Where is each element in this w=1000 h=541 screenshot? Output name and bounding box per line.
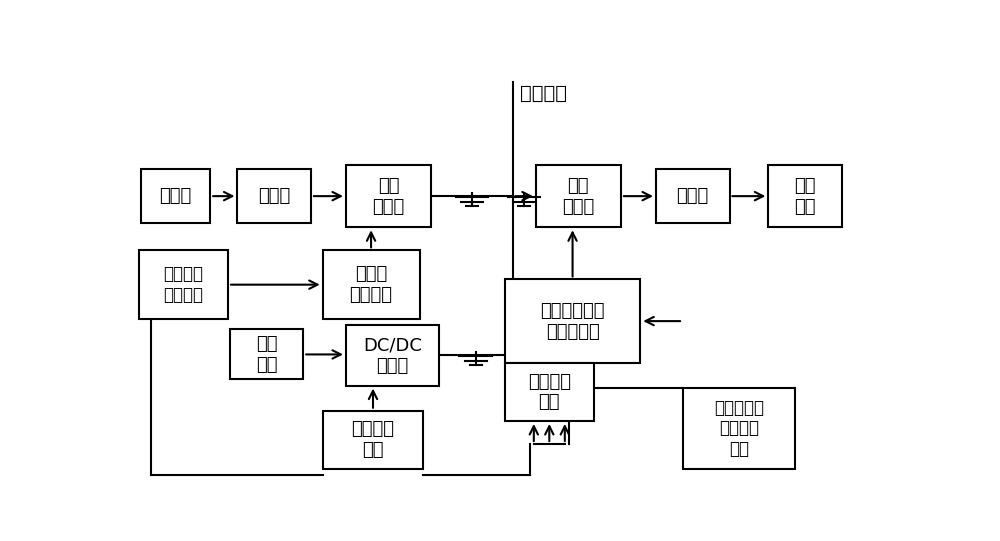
Text: 风力机: 风力机 (159, 187, 192, 205)
Text: 虚拟同步发电
机控制模块: 虚拟同步发电 机控制模块 (540, 302, 605, 340)
FancyBboxPatch shape (237, 169, 311, 223)
FancyBboxPatch shape (323, 411, 423, 469)
Text: 风机组
控制模块: 风机组 控制模块 (350, 265, 393, 304)
FancyBboxPatch shape (346, 165, 431, 227)
Text: 风机组: 风机组 (258, 187, 290, 205)
Text: 自主控制
模块: 自主控制 模块 (352, 420, 394, 459)
Text: 功率给定
模块: 功率给定 模块 (528, 373, 571, 411)
Text: DC/DC
变换器: DC/DC 变换器 (363, 336, 422, 375)
Text: 储能
装置: 储能 装置 (256, 335, 277, 374)
Text: 交流
负荷: 交流 负荷 (794, 177, 816, 215)
Text: 网侧
逆变器: 网侧 逆变器 (562, 177, 594, 215)
Text: 最大风能
追踪模块: 最大风能 追踪模块 (164, 265, 204, 304)
Text: 直流母线: 直流母线 (520, 84, 567, 103)
Text: 变压器: 变压器 (677, 187, 709, 205)
FancyBboxPatch shape (505, 280, 640, 363)
FancyBboxPatch shape (139, 250, 228, 319)
FancyBboxPatch shape (140, 169, 210, 223)
FancyBboxPatch shape (768, 165, 842, 227)
FancyBboxPatch shape (230, 329, 303, 379)
FancyBboxPatch shape (683, 388, 795, 469)
FancyBboxPatch shape (323, 250, 420, 319)
FancyBboxPatch shape (536, 165, 621, 227)
FancyBboxPatch shape (656, 169, 730, 223)
FancyBboxPatch shape (505, 363, 594, 421)
FancyBboxPatch shape (346, 325, 439, 386)
Text: 机侧
逆变器: 机侧 逆变器 (372, 177, 405, 215)
Text: 风机组虚拟
惯性控制
模块: 风机组虚拟 惯性控制 模块 (714, 399, 764, 458)
